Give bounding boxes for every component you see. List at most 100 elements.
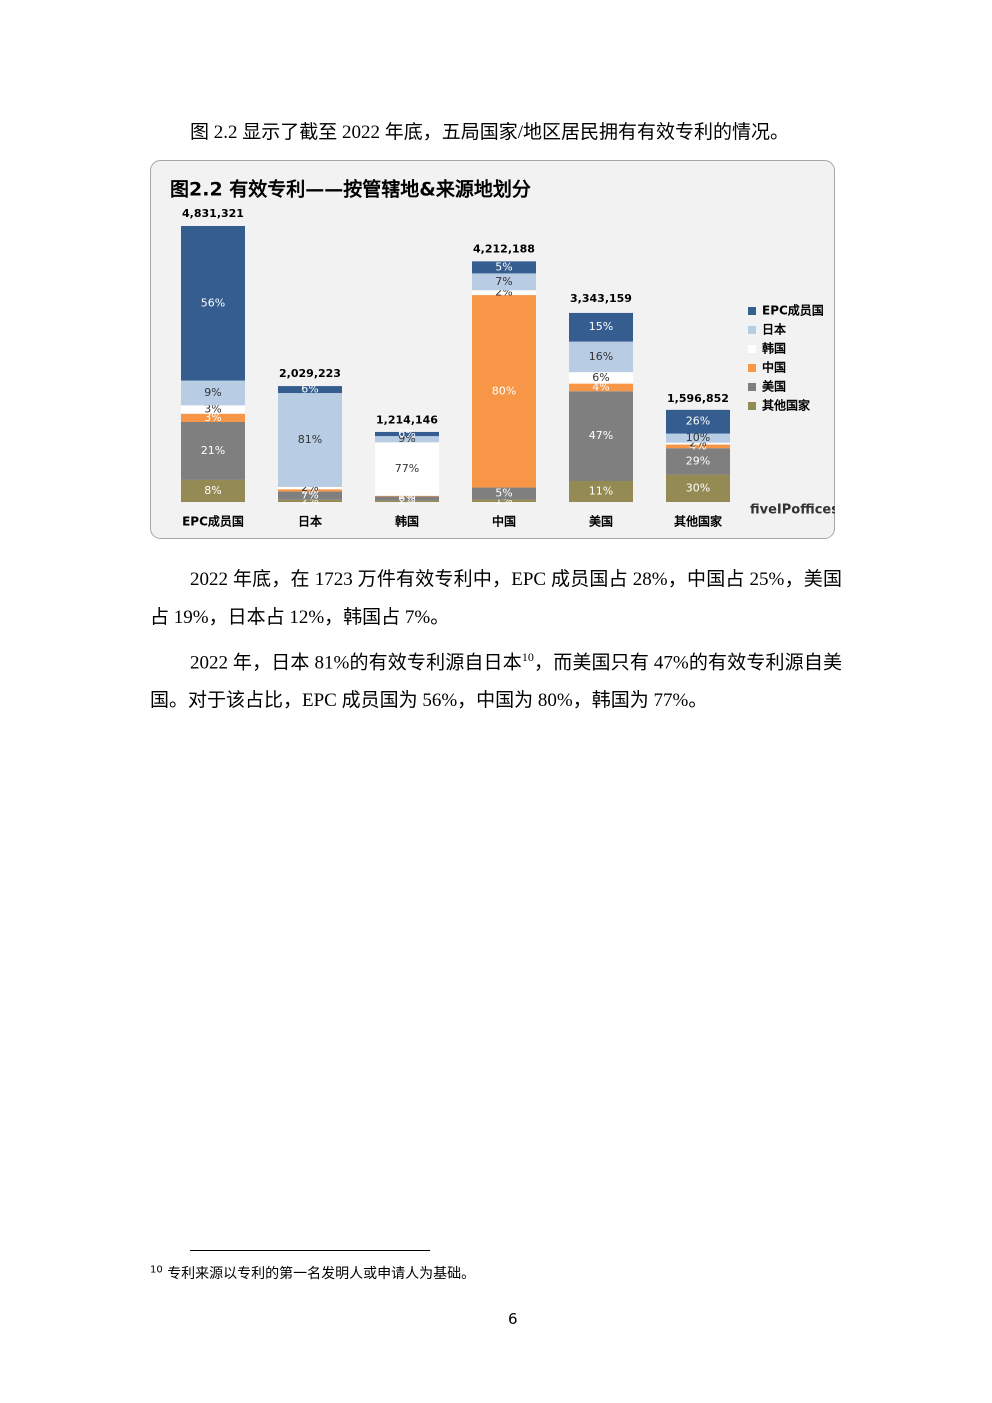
data-label: 15% [589, 320, 613, 333]
bar-segment [666, 442, 730, 445]
paragraph: 2022 年底，在 1723 万件有效专利中，EPC 成员国占 28%，中国占 … [150, 561, 842, 637]
legend-swatch [748, 402, 756, 410]
x-tick-label: 其他国家 [674, 514, 723, 529]
bar-segment [569, 383, 633, 392]
bar-segment [472, 487, 536, 500]
bar-segment [666, 474, 730, 502]
footnote-ref: 10 [521, 650, 534, 664]
bar-segment [375, 436, 439, 443]
data-label: 26% [686, 415, 710, 428]
chart-title: 图2.2 有效专利——按管辖地&来源地划分 [170, 178, 531, 201]
page-number: 6 [508, 1310, 518, 1328]
data-label: 80% [492, 384, 516, 397]
legend-label: 日本 [762, 322, 786, 337]
bar-segment [569, 312, 633, 342]
total-label: 2,029,223 [279, 367, 341, 380]
bar-segment [375, 442, 439, 496]
total-label: 4,212,188 [473, 242, 535, 255]
text: ，而美国只有 47%的有效专利源自美国。对于该占比，EPC 成员国为 56%，中… [150, 652, 842, 712]
footnote: 10 专利来源以专利的第一名发明人或申请人为基础。 [150, 1263, 475, 1283]
total-label: 1,596,852 [667, 392, 729, 405]
legend-label: EPC成员国 [762, 303, 824, 318]
bar-segment [278, 499, 342, 502]
legend-label: 美国 [762, 379, 786, 394]
data-label: 56% [201, 296, 225, 309]
bar-segment [569, 480, 633, 502]
bar-segment [181, 380, 245, 406]
bar-segment [666, 448, 730, 475]
bar-segment [181, 405, 245, 414]
total-label: 4,831,321 [182, 207, 244, 220]
legend-label: 其他国家 [762, 398, 811, 413]
chart: 图2.2 有效专利——按管辖地&来源地划分 fiveIPoffices 8% 21… [150, 160, 835, 539]
bar-segment [375, 431, 439, 437]
data-label: 47% [589, 429, 613, 442]
legend-swatch [748, 383, 756, 391]
data-label: 21% [201, 444, 225, 457]
total-label: 1,214,146 [376, 414, 438, 427]
data-label: 29% [686, 454, 710, 467]
data-label: 5% [495, 487, 512, 500]
bar-segment [472, 261, 536, 274]
logo: fiveIPoffices [750, 503, 835, 518]
legend-swatch [748, 326, 756, 334]
bar-segment [472, 499, 536, 502]
data-label: 5% [495, 260, 512, 273]
x-tick-label: EPC成员国 [182, 514, 244, 529]
data-label: 7% [495, 275, 512, 288]
x-tick-label: 美国 [589, 514, 613, 529]
paragraph: 2022 年，日本 81%的有效专利源自日本10，而美国只有 47%的有效专利源… [150, 638, 842, 720]
bar-segment [375, 495, 439, 497]
bar-segment [472, 273, 536, 291]
bar-segment [666, 409, 730, 434]
bar-segment [569, 372, 633, 384]
bar-segment [181, 226, 245, 381]
footnote-text: 专利来源以专利的第一名发明人或申请人为基础。 [167, 1266, 476, 1282]
data-label: 6% [592, 371, 609, 384]
bar-segment [666, 433, 730, 443]
bar-segment [181, 479, 245, 502]
footnote-rule [190, 1250, 430, 1251]
data-label: 10% [686, 431, 710, 444]
data-label: 8% [204, 484, 221, 497]
intro: 图 2.2 显示了截至 2022 年底，五局国家/地区居民拥有有效专利的情况。 [190, 122, 790, 143]
data-label: 4% [592, 380, 609, 393]
data-label: 6% [301, 383, 318, 396]
data-label: 6% [398, 427, 415, 440]
legend-swatch [748, 345, 756, 353]
text: 2022 年，日本 81%的有效专利源自日本 [190, 652, 522, 674]
bar-segment [666, 444, 730, 449]
legend-swatch [748, 364, 756, 372]
data-label: 30% [686, 481, 710, 494]
legend-swatch [748, 307, 756, 315]
x-tick-label: 中国 [492, 514, 516, 529]
bar-segment [278, 491, 342, 500]
data-label: 3% [204, 403, 221, 416]
bar-segment [375, 496, 439, 501]
bar-segment [278, 486, 342, 490]
legend-label: 韩国 [762, 341, 786, 356]
x-tick-label: 日本 [298, 514, 322, 529]
data-label: 16% [589, 350, 613, 363]
total-label: 3,343,159 [570, 292, 632, 305]
bar-segment [278, 489, 342, 492]
x-tick-label: 韩国 [395, 514, 419, 529]
footnote-mark: 10 [150, 1264, 163, 1276]
bar-segment [472, 290, 536, 296]
bar-segment [569, 391, 633, 481]
bar-segment [278, 386, 342, 394]
bar-segment [472, 295, 536, 488]
bar-segment [181, 413, 245, 422]
data-label: 9% [204, 386, 221, 399]
data-label: 11% [589, 484, 613, 497]
data-label: 81% [298, 433, 322, 446]
data-label: 3% [204, 411, 221, 424]
bar-segment [375, 500, 439, 502]
bar-segment [569, 341, 633, 373]
legend-label: 中国 [762, 360, 786, 375]
bar-segment [278, 393, 342, 487]
data-label: 7% [301, 489, 318, 502]
bar-segment [181, 421, 245, 480]
data-label: 77% [395, 462, 419, 475]
